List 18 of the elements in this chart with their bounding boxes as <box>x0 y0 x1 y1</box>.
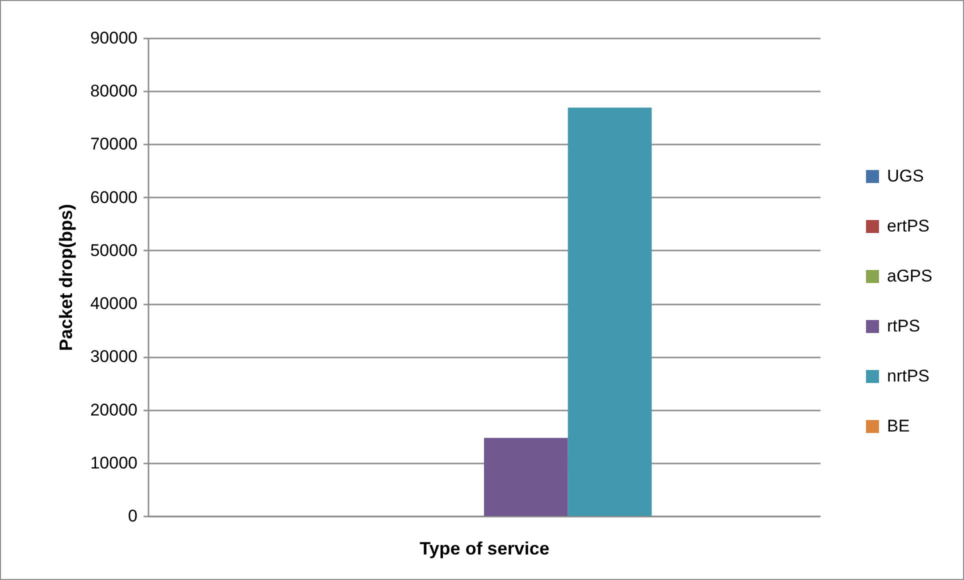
legend-label: aGPS <box>887 266 932 286</box>
y-tick-label: 30000 <box>90 347 138 366</box>
legend-label: nrtPS <box>887 366 930 386</box>
legend-label: BE <box>887 416 910 436</box>
y-tick-label: 80000 <box>90 82 138 101</box>
legend-label: ertPS <box>887 216 930 236</box>
y-tick-label: 0 <box>128 506 138 526</box>
y-tick-label: 40000 <box>90 294 138 314</box>
legend-label: UGS <box>887 166 924 186</box>
y-tick-label: 10000 <box>90 453 138 472</box>
y-tick-label: 20000 <box>90 400 138 420</box>
x-axis-title: Type of service <box>420 538 550 558</box>
y-tick-label: 50000 <box>90 240 138 260</box>
y-tick-label: 60000 <box>90 188 138 207</box>
y-tick-label: 90000 <box>90 28 138 48</box>
y-axis-title: Packet drop(bps) <box>56 204 76 352</box>
legend-label: rtPS <box>887 316 920 336</box>
y-tick-label: 70000 <box>90 134 138 154</box>
